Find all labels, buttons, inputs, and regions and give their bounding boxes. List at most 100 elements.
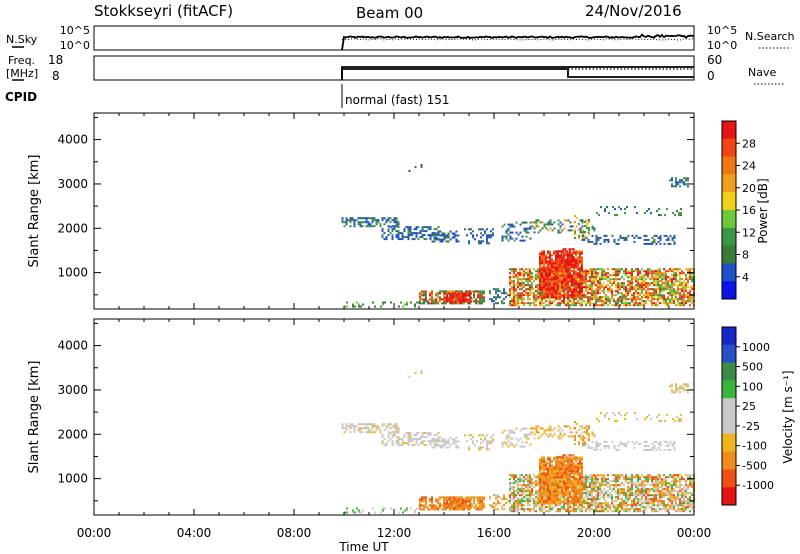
power-cell	[541, 278, 543, 281]
velocity-cell	[537, 437, 540, 440]
power-cell	[665, 284, 667, 287]
power-cell	[581, 300, 583, 303]
power-cell	[488, 242, 490, 245]
power-cell	[535, 284, 537, 287]
velocity-cell	[549, 466, 551, 469]
velocity-cell	[623, 504, 625, 507]
power-cell	[560, 254, 563, 257]
velocity-cell	[683, 504, 685, 507]
power-cell	[560, 256, 563, 259]
velocity-cell	[415, 432, 418, 435]
velocity-cell	[447, 442, 450, 445]
power-cell	[495, 298, 497, 301]
velocity-cell	[421, 498, 423, 501]
velocity-cell	[535, 476, 537, 479]
power-cell	[482, 228, 484, 231]
velocity-cell	[623, 476, 625, 479]
velocity-cell	[601, 476, 603, 479]
power-cell	[659, 296, 661, 299]
power-cell	[490, 230, 492, 233]
velocity-cell	[627, 476, 629, 479]
velocity-cell	[543, 460, 545, 463]
velocity-cell	[679, 490, 681, 493]
power-cell	[533, 227, 536, 230]
velocity-cell	[643, 508, 645, 511]
velocity-cell	[651, 446, 654, 449]
power-cell	[468, 292, 470, 295]
power-cell	[577, 266, 579, 269]
velocity-cell	[553, 468, 555, 471]
velocity-cell	[557, 508, 559, 511]
power-cell	[569, 298, 571, 301]
power-cell	[497, 302, 499, 305]
power-cell	[407, 234, 410, 237]
velocity-cell	[657, 478, 659, 481]
power-cell	[579, 229, 582, 232]
velocity-cell	[659, 500, 661, 503]
velocity-cell	[377, 427, 380, 430]
power-cell	[417, 238, 420, 241]
power-cell	[665, 300, 667, 303]
velocity-cell	[671, 442, 674, 445]
power-cell	[665, 238, 668, 241]
power-cell	[657, 268, 659, 271]
velocity-cell	[633, 484, 635, 487]
velocity-cell	[677, 476, 679, 479]
power-cell	[547, 252, 549, 255]
velocity-cell	[533, 508, 535, 511]
power-cell	[343, 225, 346, 228]
power-cell	[567, 284, 569, 287]
power-cell	[555, 250, 557, 253]
power-cell	[593, 272, 595, 275]
power-cell	[555, 290, 557, 293]
power-cell	[585, 276, 587, 279]
velocity-cell	[515, 437, 518, 440]
power-cell	[599, 292, 601, 295]
velocity-cell	[375, 425, 378, 428]
power-cell	[462, 292, 464, 295]
velocity-cell	[443, 438, 446, 441]
velocity-cell	[607, 510, 609, 513]
power-cell	[549, 270, 551, 273]
power-cell	[673, 288, 675, 291]
power-cell	[486, 240, 488, 243]
velocity-cell	[621, 504, 623, 507]
velocity-cell	[549, 508, 551, 511]
power-cell	[661, 278, 663, 281]
power-cell	[575, 274, 577, 277]
velocity-cell	[639, 498, 641, 501]
power-cell	[615, 278, 617, 281]
velocity-cell	[519, 480, 521, 483]
power-cell	[445, 234, 448, 237]
velocity-cell	[667, 482, 669, 485]
power-cell	[643, 278, 645, 281]
velocity-cell	[539, 464, 541, 467]
power-cell	[657, 274, 659, 277]
power-cell	[471, 298, 473, 301]
velocity-cell	[597, 510, 599, 513]
power-cell	[527, 302, 529, 305]
power-cell	[665, 280, 667, 283]
velocity-cell	[464, 506, 466, 509]
velocity-cell	[575, 508, 577, 511]
power-cell	[659, 284, 661, 287]
power-cell	[509, 225, 512, 228]
power-cell	[581, 296, 583, 299]
power-cell	[555, 286, 557, 289]
power-cell	[549, 260, 551, 263]
power-cell	[685, 302, 687, 305]
power-cell	[681, 300, 683, 303]
power-cell	[589, 286, 591, 289]
velocity-cell	[529, 498, 531, 501]
velocity-cell	[559, 488, 561, 491]
velocity-cell	[689, 478, 691, 481]
velocity-cell	[653, 478, 655, 481]
velocity-cell	[675, 490, 677, 493]
velocity-cell	[613, 500, 615, 503]
power-cell	[673, 294, 675, 297]
velocity-cell	[679, 482, 681, 485]
velocity-cell	[635, 502, 637, 505]
velocity-cell	[549, 488, 551, 491]
velocity-cell	[571, 476, 573, 479]
velocity-cell	[497, 496, 499, 499]
